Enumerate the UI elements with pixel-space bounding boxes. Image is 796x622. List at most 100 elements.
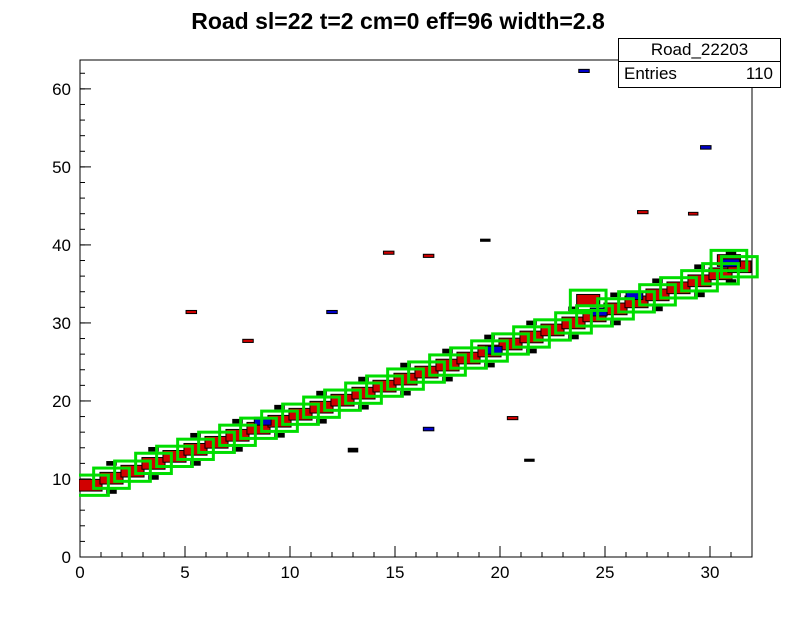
x-tick-label: 5 (180, 563, 189, 582)
stats-hist-name: Road_22203 (619, 39, 780, 62)
stats-entries-value: 110 (745, 64, 773, 83)
x-tick-label: 20 (491, 563, 510, 582)
road-outline-box (218, 423, 257, 447)
hits-black-box (526, 348, 537, 354)
road-outline-box (239, 416, 278, 440)
x-tick-label: 30 (701, 563, 720, 582)
hits-red-box (185, 309, 198, 315)
hits-red-box (393, 372, 418, 386)
hits-blue-box (422, 426, 435, 432)
road-outline-box (428, 353, 467, 377)
hits-red-box (687, 274, 712, 288)
hits-red-box (561, 316, 586, 330)
hits-black-box (652, 278, 663, 284)
stats-entries-row: Entries 110 (619, 62, 780, 87)
y-tick-label: 20 (52, 392, 71, 411)
road-outline-box (575, 304, 614, 328)
hits-black-box (694, 292, 705, 298)
hits-black-box (400, 362, 411, 368)
road-outline-box (680, 269, 719, 293)
hits-black-box (484, 362, 495, 368)
hits-black-box (480, 238, 491, 242)
hits-black-box (484, 334, 495, 340)
series-hits-black (106, 238, 737, 494)
series-hits-red (79, 210, 752, 492)
y-tick-label: 0 (62, 548, 71, 567)
road-outline-box (449, 346, 488, 370)
hits-red-box (540, 323, 565, 337)
road-outline-box (176, 437, 215, 461)
hits-black-box (524, 458, 535, 462)
road-outline-box (638, 283, 677, 307)
hits-black-box (526, 320, 537, 326)
hits-red-box (498, 337, 523, 351)
hits-red-box (120, 464, 145, 478)
road-outline-box (720, 255, 759, 279)
hits-red-box (351, 386, 376, 400)
hits-red-box (225, 428, 250, 442)
road-outline-box (155, 444, 194, 468)
hits-black-box (347, 447, 359, 453)
x-tick-label: 25 (596, 563, 615, 582)
hits-black-box (274, 404, 285, 410)
stats-box: Road_22203 Entries 110 (618, 38, 781, 88)
hits-black-box (358, 376, 369, 382)
hits-black-box (148, 475, 159, 480)
road-outline-box (281, 402, 320, 426)
hits-red-box (242, 338, 254, 343)
hits-black-box (694, 264, 705, 270)
hits-red-box (372, 379, 397, 393)
hits-red-box (422, 253, 435, 258)
hits-red-box (456, 351, 481, 365)
hits-black-box (725, 279, 737, 284)
y-tick-label: 30 (52, 314, 71, 333)
hits-red-box (309, 400, 334, 414)
hits-red-box (204, 435, 229, 449)
road-outline-box (197, 430, 236, 454)
hits-red-box (141, 457, 166, 470)
hits-red-box (330, 393, 355, 407)
hits-red-box (99, 471, 124, 485)
road-outline-box (386, 367, 425, 391)
hits-black-box (400, 390, 411, 396)
hits-black-box (190, 432, 201, 438)
y-tick-label: 10 (52, 470, 71, 489)
hits-blue-box (700, 145, 712, 150)
y-tick-label: 40 (52, 236, 71, 255)
hits-red-box (288, 407, 313, 421)
road-outline-box (709, 248, 749, 273)
x-tick-label: 0 (75, 563, 84, 582)
hits-blue-box (578, 68, 590, 73)
road-outline-box (365, 374, 404, 398)
hits-black-box (610, 320, 621, 326)
road-outline-box (568, 288, 608, 312)
hits-black-box (232, 446, 243, 452)
plot-frame (79, 59, 753, 558)
road-outline-box (491, 332, 530, 356)
hits-red-box (183, 442, 208, 456)
hits-red-box (637, 210, 649, 215)
hits-black-box (568, 306, 579, 312)
y-tick-label: 50 (52, 158, 71, 177)
road-outline-box (344, 381, 383, 405)
road-outline-box (596, 297, 635, 321)
hits-black-box (316, 390, 327, 396)
hits-red-box (519, 330, 544, 344)
hits-black-box (190, 461, 201, 466)
road-outline-box (302, 395, 341, 419)
road-outline-box (113, 459, 152, 483)
hits-red-box (666, 281, 691, 295)
y-tick-label: 60 (52, 80, 71, 99)
road-outline-box (79, 473, 110, 497)
hits-black-box (652, 306, 663, 312)
road-outline-box (323, 388, 362, 412)
hits-red-box (506, 416, 519, 421)
road-outline-box (134, 451, 173, 476)
hits-red-box (162, 450, 187, 463)
hits-black-box (316, 418, 327, 424)
hits-red-box (414, 365, 439, 379)
hits-red-box (435, 358, 460, 372)
road-outline-box (92, 466, 131, 490)
